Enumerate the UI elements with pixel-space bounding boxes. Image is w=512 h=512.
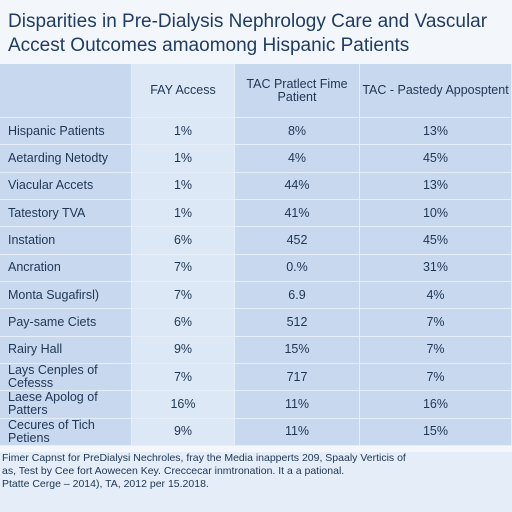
table-cell: 7% <box>360 309 512 337</box>
row-label: Hispanic Patients <box>0 118 132 146</box>
table-cell: 11% <box>235 418 360 446</box>
footnote-line: as, Test by Cee fort Aowecen Key. Crecce… <box>2 465 345 477</box>
table: FAY Access TAC Pratlect Fime Patient TAC -… <box>0 64 512 446</box>
table-cell: 16% <box>360 391 512 419</box>
table-cell: 512 <box>235 309 360 337</box>
column-header: TAC Pratlect Fime Patient <box>235 64 360 118</box>
table-cell: 1% <box>132 200 235 228</box>
footnote: Fimer Capnst for PreDialysi Nechroles, f… <box>0 452 512 512</box>
table-cell: 31% <box>360 254 512 282</box>
row-label: Monta Sugafirsl) <box>0 282 132 310</box>
row-label: Lays Cenples of Cefesss <box>0 364 132 392</box>
column-header: FAY Access <box>132 64 235 118</box>
table-cell: 10% <box>360 200 512 228</box>
table-cell: 4% <box>360 282 512 310</box>
table-cell: 13% <box>360 118 512 146</box>
table-cell: 7% <box>360 364 512 392</box>
table-cell: 1% <box>132 145 235 173</box>
table-cell: 6% <box>132 309 235 337</box>
table-cell: 15% <box>360 418 512 446</box>
table-cell: 7% <box>132 254 235 282</box>
row-label: Rairy Hall <box>0 336 132 364</box>
row-label: Pay-same Ciets <box>0 309 132 337</box>
table-cell: 44% <box>235 172 360 200</box>
row-label: Viacular Accets <box>0 172 132 200</box>
table-cell: 15% <box>235 336 360 364</box>
table-cell: 717 <box>235 364 360 392</box>
table-cell: 7% <box>132 282 235 310</box>
table-cell: 1% <box>132 118 235 146</box>
table-cell: 13% <box>360 172 512 200</box>
footnote-line: Fimer Capnst for PreDialysi Nechroles, f… <box>2 452 406 464</box>
table-cell: 6.9 <box>235 282 360 310</box>
table-cell: 4% <box>235 145 360 173</box>
corner-cell <box>0 64 132 118</box>
footnote-line: Ptatte Cerge – 2014), TA, 2012 per 15.20… <box>2 478 209 490</box>
table-cell: 45% <box>360 145 512 173</box>
table-cell: 16% <box>132 391 235 419</box>
table-cell: 0.% <box>235 254 360 282</box>
row-label: Cecures of Tich Petiens <box>0 418 132 446</box>
table-cell: 9% <box>132 336 235 364</box>
row-label: Ancration <box>0 254 132 282</box>
column-header: TAC - Pastedy Apposptent <box>360 64 512 118</box>
row-label: Aetarding Netodty <box>0 145 132 173</box>
row-label: Instation <box>0 227 132 255</box>
table-cell: 6% <box>132 227 235 255</box>
table-cell: 41% <box>235 200 360 228</box>
table-cell: 452 <box>235 227 360 255</box>
table-cell: 9% <box>132 418 235 446</box>
row-label: Tatestory TVA <box>0 200 132 228</box>
table-cell: 1% <box>132 172 235 200</box>
row-label: Laese Apolog of Patters <box>0 391 132 419</box>
title: Disparities in Pre-Dialysis Nephrology C… <box>8 11 488 56</box>
table-cell: 7% <box>360 336 512 364</box>
table-cell: 45% <box>360 227 512 255</box>
table-cell: 8% <box>235 118 360 146</box>
table-cell: 11% <box>235 391 360 419</box>
table-cell: 7% <box>132 364 235 392</box>
